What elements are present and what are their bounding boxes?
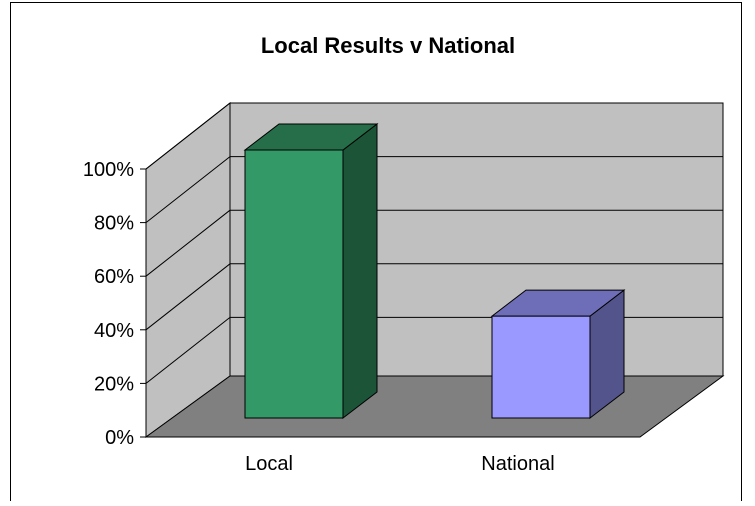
y-tick-label: 0% xyxy=(105,427,134,449)
gridline-side xyxy=(145,263,231,331)
bars xyxy=(243,122,626,420)
gridline-side xyxy=(145,156,231,223)
bar-side xyxy=(342,122,378,420)
gridline-side xyxy=(145,317,231,384)
y-tick-label: 20% xyxy=(94,373,134,395)
x-tick-label: National xyxy=(481,453,554,475)
chart-title: Local Results v National xyxy=(260,33,516,58)
x-ticks: Local National xyxy=(245,453,555,475)
bar-local xyxy=(244,149,344,419)
gridline-side xyxy=(145,209,231,277)
y-tick-label: 100% xyxy=(83,159,134,181)
y-ticks: 0% 20% 40% 60% 80% 100% xyxy=(83,159,146,449)
y-tick-label: 60% xyxy=(94,266,134,288)
chart-floor xyxy=(144,375,725,438)
x-tick-label: Local xyxy=(245,453,293,475)
y-tick-label: 80% xyxy=(94,213,134,235)
bar-national xyxy=(491,315,591,419)
gridline-side xyxy=(145,102,231,170)
axes xyxy=(145,169,640,438)
y-tick-label: 40% xyxy=(94,320,134,342)
